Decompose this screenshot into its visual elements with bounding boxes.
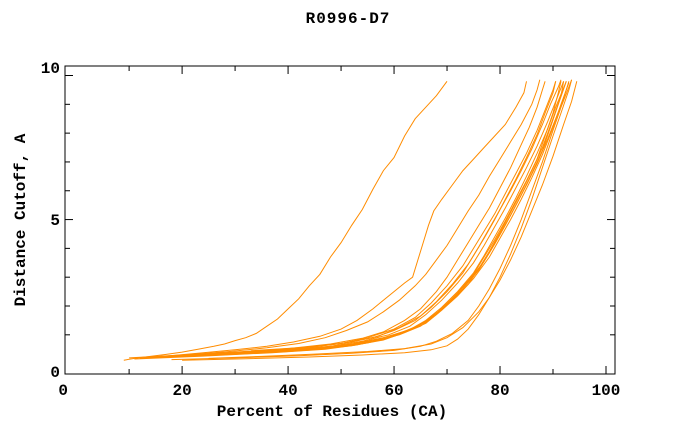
series-line xyxy=(203,81,567,356)
x-tick-label: 80 xyxy=(490,382,509,400)
series-line xyxy=(129,81,546,359)
x-axis-label: Percent of Residues (CA) xyxy=(216,403,448,421)
y-tick-label: 10 xyxy=(41,60,60,78)
x-tick-label: 20 xyxy=(172,382,191,400)
chart-title: R0996-D7 xyxy=(305,10,391,28)
y-tick-label: 0 xyxy=(50,364,60,382)
series-line xyxy=(139,81,527,359)
series-line xyxy=(176,81,565,357)
x-tick-label: 60 xyxy=(384,382,403,400)
series-line xyxy=(160,79,562,358)
y-axis-label: Distance Cutoff, A xyxy=(12,133,30,307)
plot-frame xyxy=(64,65,616,375)
series-line xyxy=(134,81,562,360)
series-line xyxy=(187,82,570,357)
series-line xyxy=(171,79,573,361)
y-tick-label: 5 xyxy=(50,212,60,230)
x-tick-label: 0 xyxy=(58,382,68,400)
x-tick-label: 100 xyxy=(592,382,621,400)
series-line xyxy=(123,81,448,361)
series-line xyxy=(192,81,570,357)
series-line xyxy=(155,79,541,358)
series-line xyxy=(166,81,565,358)
series-line xyxy=(182,79,573,361)
x-tick-label: 40 xyxy=(278,382,297,400)
series-line xyxy=(250,81,557,352)
